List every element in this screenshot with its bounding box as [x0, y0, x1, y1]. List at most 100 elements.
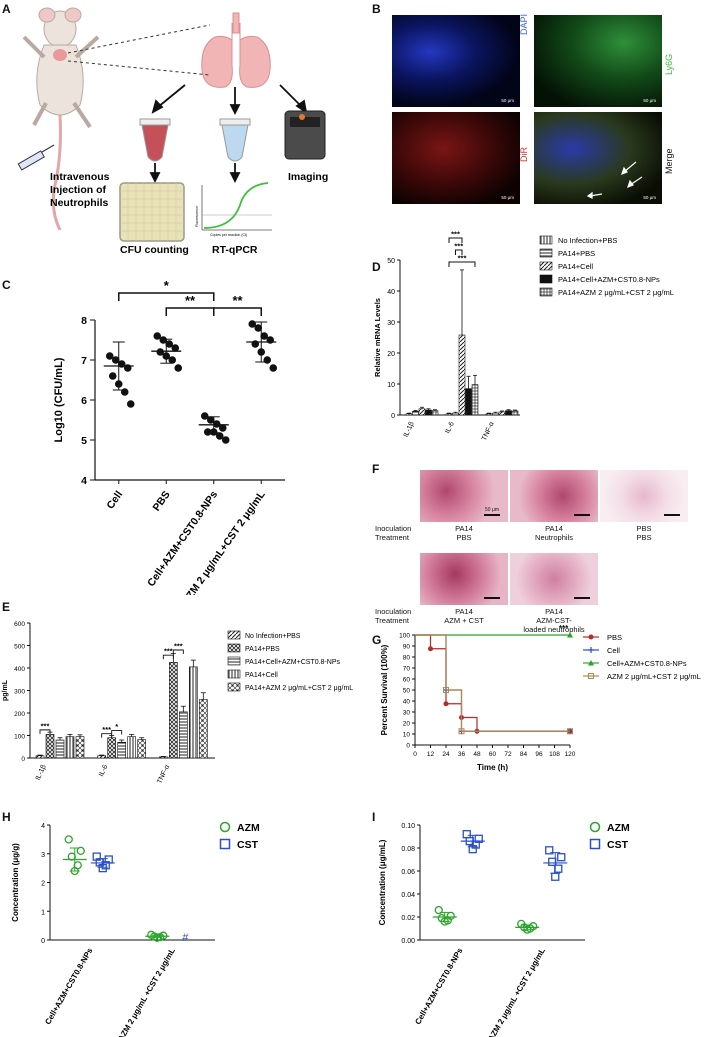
panel-c-label: C [2, 278, 11, 292]
legend-label: PA14+Cell+AZM+CST0.8-NPs [558, 275, 660, 284]
y-tick-label: 0.02 [401, 915, 415, 922]
data-point [203, 428, 212, 436]
cfu-label: CFU counting [120, 244, 189, 256]
legend-marker [588, 673, 594, 679]
legend-swatch [539, 235, 553, 245]
y-tick-label: 50 [403, 688, 411, 695]
legend-swatch [539, 274, 553, 284]
pcr-y-label: Fluorescence [195, 206, 199, 227]
injection-line-3: Neutrophils [50, 197, 108, 209]
bar [107, 737, 116, 759]
bar [465, 388, 472, 416]
data-point [260, 332, 269, 340]
micro-tile-merge: 50 μm [534, 112, 662, 204]
survival-point [428, 646, 433, 652]
data-point [105, 352, 114, 360]
y-tick-label: 100 [14, 734, 25, 741]
y-tick-label: 90 [403, 644, 411, 651]
survival-line [415, 634, 570, 732]
legend-label: PBS [607, 633, 622, 642]
scale-bar-dir: 50 μm [501, 195, 514, 200]
histology-image [510, 553, 598, 605]
scale-bar [574, 597, 590, 599]
y-tick-label: 40 [387, 289, 395, 296]
treatment-value: PBS [636, 533, 652, 542]
legend-swatch [227, 669, 241, 679]
y-tick-label: 0 [41, 938, 45, 945]
panel-i-label: I [372, 810, 376, 824]
significance-label: * [164, 278, 170, 293]
y-tick-label: 0 [21, 756, 25, 763]
treatment-value: Neutrophils [535, 533, 573, 542]
data-point [108, 372, 117, 380]
significance-bracket [172, 649, 184, 654]
histology-image [420, 553, 508, 605]
x-tick-label: 48 [473, 751, 481, 758]
rtqpcr-label: RT-qPCR [212, 244, 258, 256]
x-tick-label: Cell [104, 489, 125, 512]
y-tick-label: 4 [41, 823, 45, 830]
legend-label: CST [607, 839, 629, 851]
bar [458, 334, 466, 416]
pcr-curve-icon: Fluorescence Copies per reaction (Ct) [195, 182, 272, 237]
histology-image [420, 470, 508, 522]
legend-marker [589, 821, 601, 833]
arrow-icons [149, 84, 308, 184]
micro-tile-dir: 50 μm [392, 112, 520, 204]
legend-swatch [539, 248, 553, 258]
bar [137, 739, 146, 759]
data-point [123, 364, 132, 372]
y-tick-label: 100 [399, 633, 410, 640]
treatment-value: PBS [456, 533, 472, 542]
legend-marker [588, 634, 594, 640]
treatment-value: AZM + CST [444, 616, 484, 625]
y-tick-label: 50 [387, 258, 395, 265]
x-tick-label: 120 [565, 751, 576, 758]
legend-label: No Infection+PBS [558, 236, 617, 245]
legend-label: PA14+PBS [558, 249, 595, 258]
significance-bracket [213, 307, 262, 316]
legend-swatch [227, 630, 241, 640]
significance-label: *** [102, 725, 111, 734]
tube-blue-icon [219, 118, 251, 162]
data-point [212, 420, 221, 428]
y-tick-label: 0.08 [401, 846, 415, 853]
y-axis-title: Log10 (CFU/mL) [53, 357, 65, 442]
y-tick-label: 0.00 [401, 938, 415, 945]
data-point [434, 905, 443, 915]
data-point [269, 364, 278, 372]
bar [452, 412, 459, 416]
y-axis-title: Concentration (μg/mL) [378, 839, 387, 925]
y-tick-label: 6 [81, 395, 87, 407]
histology-image [600, 470, 688, 522]
panel-e-label: E [2, 600, 11, 614]
legend-marker [219, 838, 231, 850]
row-label-inoculation: Inoculation [375, 524, 412, 533]
survival-point [567, 728, 573, 735]
treatment-value: AZM-CST- loaded neutrophils [523, 616, 585, 634]
y-tick-label: 600 [14, 621, 25, 628]
x-tick-label: 72 [504, 751, 512, 758]
data-point [266, 336, 275, 344]
scale-bar [574, 514, 590, 516]
scale-bar-merge: 50 μm [643, 195, 656, 200]
significance-label: *** [41, 721, 50, 730]
panel-a-label: A [2, 2, 11, 16]
inoculation-value: PA14 [455, 524, 473, 533]
survival-point [443, 701, 449, 707]
data-point [168, 356, 177, 364]
significance-label: ** [232, 293, 243, 308]
legend-swatch [227, 643, 241, 653]
data-point [200, 412, 209, 420]
y-tick-label: 200 [14, 711, 25, 718]
legend-swatch [227, 656, 241, 666]
scale-bar [484, 514, 500, 516]
significance-label: *** [164, 647, 173, 656]
tile-label-dapi: DAPI [519, 13, 529, 35]
data-point [126, 400, 135, 408]
bar [431, 410, 439, 416]
significance-bracket [39, 729, 51, 734]
tile-label-merge: Merge [664, 148, 674, 174]
